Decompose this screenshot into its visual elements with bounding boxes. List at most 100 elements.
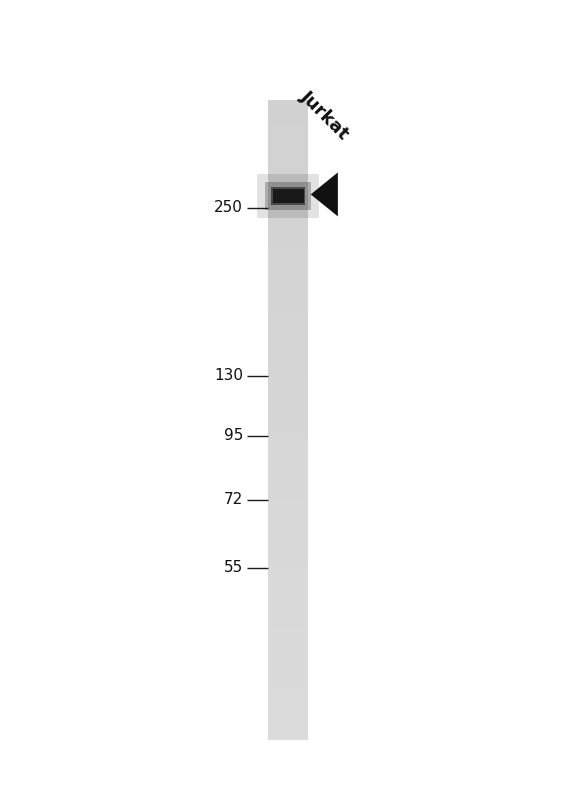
Bar bbox=[268, 181, 308, 183]
Bar bbox=[268, 448, 308, 450]
Bar bbox=[268, 230, 308, 232]
Bar bbox=[268, 205, 308, 206]
Bar bbox=[268, 356, 308, 358]
Bar bbox=[268, 352, 308, 354]
Bar bbox=[268, 685, 308, 686]
Bar bbox=[268, 250, 308, 251]
Bar bbox=[268, 454, 308, 456]
Bar bbox=[268, 328, 308, 330]
Bar bbox=[268, 582, 308, 584]
Bar bbox=[268, 648, 308, 650]
Bar bbox=[268, 557, 308, 558]
Bar bbox=[268, 610, 308, 612]
Bar bbox=[268, 379, 308, 382]
Bar bbox=[268, 593, 308, 595]
Bar bbox=[268, 386, 308, 388]
Bar bbox=[268, 104, 308, 106]
Bar bbox=[268, 678, 308, 680]
Bar bbox=[268, 616, 308, 618]
Bar bbox=[268, 518, 308, 520]
Bar bbox=[268, 202, 308, 205]
Bar bbox=[268, 218, 308, 219]
Bar bbox=[268, 234, 308, 237]
Bar bbox=[268, 134, 308, 136]
Bar bbox=[268, 544, 308, 546]
Bar bbox=[268, 659, 308, 661]
Bar bbox=[268, 721, 308, 723]
Bar bbox=[268, 433, 308, 435]
Bar bbox=[268, 341, 308, 343]
Bar bbox=[268, 429, 308, 430]
Bar bbox=[268, 480, 308, 482]
Bar bbox=[268, 401, 308, 403]
Bar bbox=[268, 682, 308, 685]
Polygon shape bbox=[311, 172, 338, 216]
Bar bbox=[268, 247, 308, 250]
Bar bbox=[268, 469, 308, 471]
Bar bbox=[268, 132, 308, 134]
Bar bbox=[268, 334, 308, 337]
Bar bbox=[268, 602, 308, 603]
Bar bbox=[268, 260, 308, 262]
Bar bbox=[268, 318, 308, 320]
Bar bbox=[268, 435, 308, 437]
Bar bbox=[268, 209, 308, 211]
Bar bbox=[268, 177, 308, 179]
Text: 95: 95 bbox=[224, 429, 243, 443]
Bar bbox=[268, 529, 308, 531]
Bar bbox=[268, 198, 308, 200]
Bar bbox=[268, 155, 308, 158]
Bar bbox=[268, 646, 308, 648]
Bar bbox=[268, 194, 308, 196]
Bar bbox=[268, 474, 308, 475]
Bar bbox=[268, 416, 308, 418]
Bar bbox=[268, 100, 308, 102]
Bar bbox=[268, 708, 308, 710]
Bar bbox=[268, 106, 308, 109]
Bar bbox=[268, 294, 308, 296]
Bar bbox=[268, 270, 308, 273]
Bar bbox=[268, 305, 308, 307]
Bar bbox=[268, 130, 308, 132]
Bar bbox=[268, 686, 308, 689]
Bar bbox=[257, 174, 319, 218]
Bar bbox=[268, 251, 308, 254]
Bar bbox=[268, 243, 308, 245]
Bar bbox=[268, 627, 308, 629]
Bar bbox=[268, 196, 308, 198]
Bar bbox=[268, 618, 308, 621]
Bar bbox=[268, 461, 308, 462]
Bar bbox=[268, 301, 308, 302]
Bar bbox=[268, 128, 308, 130]
Bar bbox=[268, 339, 308, 341]
Bar bbox=[268, 347, 308, 350]
Bar bbox=[268, 497, 308, 499]
Bar bbox=[268, 612, 308, 614]
Bar bbox=[268, 420, 308, 422]
Bar bbox=[268, 570, 308, 571]
Bar bbox=[268, 346, 308, 347]
Bar bbox=[268, 422, 308, 424]
Bar bbox=[268, 571, 308, 574]
Bar bbox=[268, 552, 308, 554]
Bar bbox=[268, 213, 308, 215]
Bar bbox=[268, 320, 308, 322]
Bar bbox=[268, 228, 308, 230]
Bar bbox=[268, 702, 308, 704]
Bar bbox=[268, 494, 308, 497]
Bar bbox=[268, 507, 308, 510]
Bar bbox=[268, 657, 308, 659]
Bar bbox=[268, 486, 308, 488]
Bar bbox=[268, 723, 308, 725]
Bar bbox=[268, 282, 308, 283]
Bar bbox=[268, 456, 308, 458]
Bar bbox=[268, 378, 308, 379]
Bar bbox=[268, 170, 308, 173]
Bar bbox=[268, 309, 308, 311]
Bar bbox=[268, 462, 308, 465]
Bar bbox=[268, 411, 308, 414]
Bar bbox=[268, 405, 308, 407]
Bar bbox=[268, 698, 308, 699]
Bar bbox=[268, 629, 308, 631]
Bar bbox=[268, 149, 308, 151]
